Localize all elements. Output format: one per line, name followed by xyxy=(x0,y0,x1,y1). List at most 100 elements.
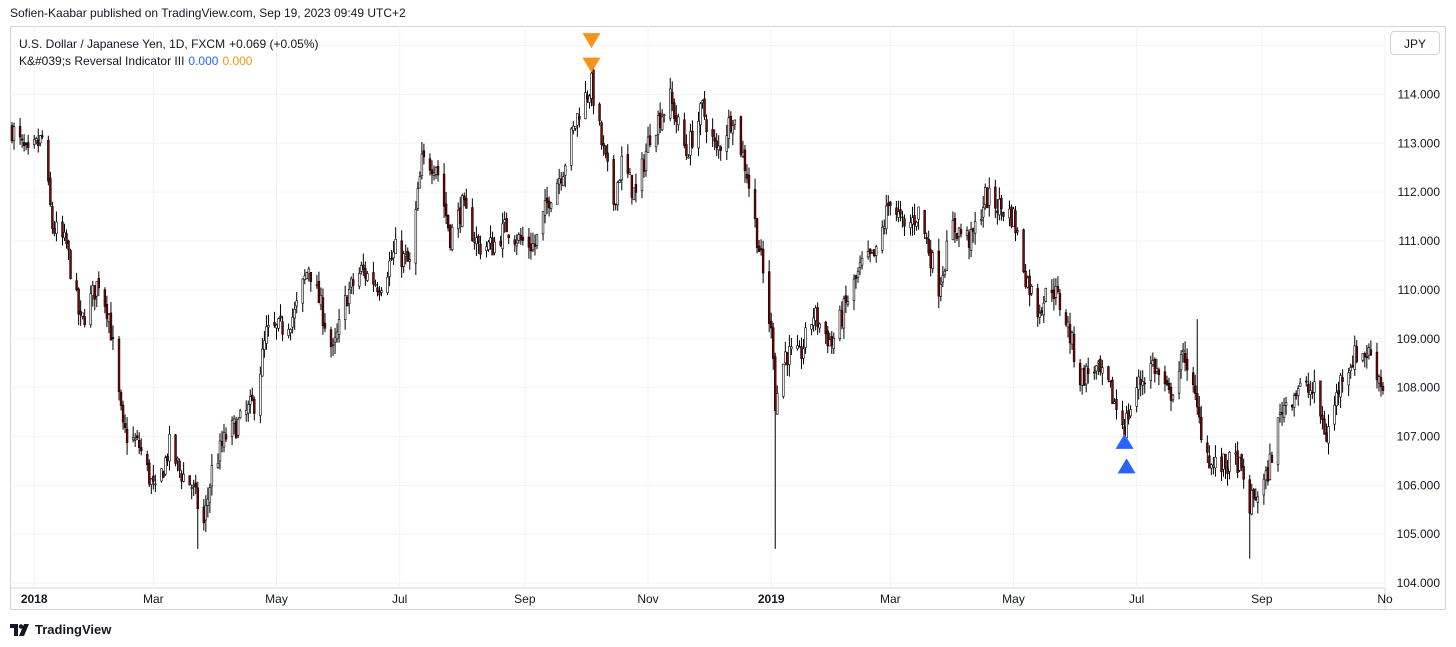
candle-up xyxy=(860,257,864,266)
candle-up xyxy=(402,253,405,267)
candle-up xyxy=(337,319,341,335)
tradingview-brand[interactable]: TradingView xyxy=(10,622,111,637)
candle-up xyxy=(701,100,704,103)
candle-up xyxy=(485,246,488,251)
tradingview-logo-icon xyxy=(10,623,29,636)
candle-up xyxy=(776,393,779,415)
candle-down xyxy=(123,423,127,429)
candle-down xyxy=(513,239,516,245)
candle-down xyxy=(545,197,549,204)
candle-up xyxy=(89,293,92,326)
candle-up xyxy=(95,281,99,297)
candle-down xyxy=(505,218,508,233)
candle-down xyxy=(889,201,892,207)
candle-up xyxy=(1282,404,1286,418)
candle-up xyxy=(1361,353,1365,361)
candle-down xyxy=(592,69,595,106)
candle-down xyxy=(1052,289,1056,300)
indicator-value-1: 0.000 xyxy=(188,54,219,68)
candle-down xyxy=(1064,312,1068,325)
candle-down xyxy=(986,187,989,209)
candle-up xyxy=(969,229,973,251)
candle-down xyxy=(1163,371,1167,385)
candle-down xyxy=(463,195,466,201)
candle-down xyxy=(323,322,327,329)
candle-down xyxy=(180,473,183,482)
candle-up xyxy=(1234,452,1237,455)
candle-down xyxy=(872,249,876,256)
candle-up xyxy=(818,323,821,329)
candle-down xyxy=(446,214,450,229)
candle-up xyxy=(1292,395,1296,408)
candle-up xyxy=(951,219,955,241)
candle-down xyxy=(281,321,284,335)
candle-down xyxy=(1280,412,1284,415)
candle-up xyxy=(473,241,476,243)
candle-up xyxy=(81,312,84,317)
candle-up xyxy=(392,251,395,259)
candle-down xyxy=(321,297,325,327)
candle-down xyxy=(1337,390,1340,395)
candle-up xyxy=(660,116,664,131)
candle-up xyxy=(333,336,337,343)
candle-down xyxy=(309,272,313,282)
symbol-title[interactable]: U.S. Dollar / Japanese Yen, 1D, FXCM xyxy=(19,37,226,51)
candle-up xyxy=(874,246,878,256)
candle-down xyxy=(105,304,109,319)
candle-up xyxy=(1262,478,1266,496)
candle-down xyxy=(372,272,375,285)
candle-up xyxy=(1155,368,1159,372)
currency-button[interactable]: JPY xyxy=(1390,31,1440,55)
candle-up xyxy=(1179,354,1183,371)
candle-up xyxy=(343,295,347,320)
y-tick-label: 106.000 xyxy=(1397,478,1441,492)
indicator-title[interactable]: K&#039;s Reversal Indicator III xyxy=(19,54,185,68)
candle-down xyxy=(1153,358,1157,374)
candle-up xyxy=(931,252,934,269)
candle-up xyxy=(838,309,842,339)
candle-down xyxy=(994,186,997,209)
candle-down xyxy=(1242,466,1245,480)
candle-down xyxy=(1270,454,1274,463)
candle-up xyxy=(1066,321,1070,328)
x-tick-label: No xyxy=(1377,592,1393,606)
candle-down xyxy=(658,112,662,129)
candle-up xyxy=(790,346,793,350)
candle-up xyxy=(814,307,817,321)
candle-up xyxy=(832,337,835,349)
candle-down xyxy=(761,248,765,274)
candle-down xyxy=(713,137,716,142)
candle-up xyxy=(303,275,306,280)
candle-down xyxy=(1194,385,1197,394)
candle-down xyxy=(196,487,199,509)
candle-up xyxy=(1327,426,1330,444)
candle-up xyxy=(628,172,632,175)
candle-down xyxy=(121,404,125,423)
candle-down xyxy=(47,139,50,182)
candle-down xyxy=(1311,392,1314,394)
candle-down xyxy=(757,245,761,252)
candle-up xyxy=(208,487,212,503)
candle-up xyxy=(247,404,250,414)
candle-up xyxy=(293,309,296,319)
candle-up xyxy=(1353,345,1356,370)
candle-down xyxy=(430,169,434,175)
candle-down xyxy=(1294,393,1298,397)
candle-up xyxy=(432,172,436,176)
candle-down xyxy=(117,338,121,392)
candle-down xyxy=(18,126,22,138)
candle-down xyxy=(705,119,708,133)
candle-up xyxy=(842,298,846,329)
candle-up xyxy=(164,457,167,475)
candle-up xyxy=(1137,376,1140,390)
price-chart[interactable]: 104.000 105.000 106.000 107.000 108.000 109.0… xyxy=(10,26,1446,610)
candle-down xyxy=(77,288,80,315)
candle-down xyxy=(188,475,191,486)
candle-down xyxy=(711,129,714,137)
candle-up xyxy=(91,285,94,297)
candle-down xyxy=(1139,378,1142,385)
candle-down xyxy=(703,98,706,117)
candle-down xyxy=(400,240,403,268)
x-tick-label: 2018 xyxy=(21,592,48,606)
candle-down xyxy=(675,115,678,122)
